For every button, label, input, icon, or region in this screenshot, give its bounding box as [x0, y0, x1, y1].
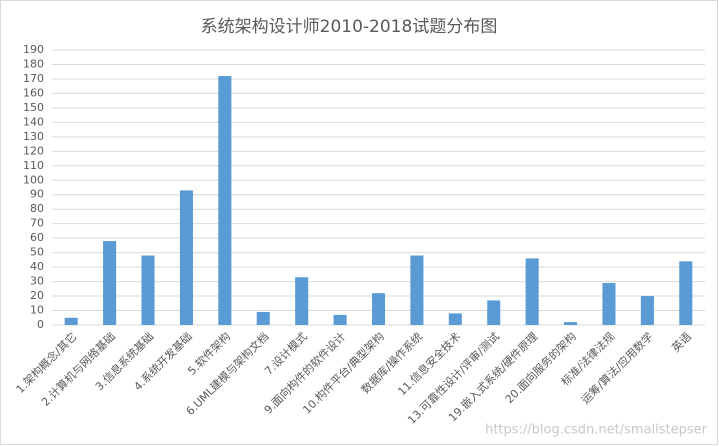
bar: [525, 258, 539, 325]
y-tick-label: 150: [23, 101, 44, 114]
y-tick-label: 10: [30, 304, 44, 317]
bar: [141, 255, 155, 325]
bar: [333, 314, 347, 325]
y-tick-label: 130: [23, 130, 44, 143]
y-tick-label: 20: [30, 289, 44, 302]
bar: [371, 293, 386, 325]
y-tick-label: 30: [30, 275, 44, 288]
y-tick-label: 120: [23, 144, 44, 157]
y-tick-label: 160: [23, 86, 44, 99]
y-tick-label: 80: [30, 202, 44, 215]
y-tick-label: 190: [23, 43, 44, 56]
y-tick-label: 180: [23, 57, 44, 70]
y-tick-label: 140: [23, 115, 44, 128]
bar: [679, 261, 693, 325]
y-tick-label: 40: [30, 260, 44, 273]
bar: [179, 190, 193, 325]
bar: [410, 255, 424, 325]
bar: [602, 283, 616, 325]
bar: [487, 300, 501, 325]
y-tick-label: 50: [30, 246, 44, 259]
y-tick-label: 170: [23, 72, 44, 85]
bar: [103, 241, 117, 325]
y-tick-label: 70: [30, 217, 44, 230]
bar: [64, 317, 78, 325]
y-tick-label: 90: [30, 188, 44, 201]
watermark: https://blog.csdn.net/smallstepser: [485, 423, 708, 438]
bar: [640, 296, 654, 325]
bar: [564, 322, 578, 325]
y-tick-label: 110: [23, 159, 44, 172]
chart-title: 系统架构设计师2010-2018试题分布图: [201, 17, 498, 37]
bar: [218, 76, 232, 325]
y-tick-label: 60: [30, 231, 44, 244]
bar: [256, 311, 270, 325]
y-tick-label: 0: [37, 318, 44, 331]
y-tick-label: 100: [23, 173, 44, 186]
bar: [295, 277, 309, 325]
bar: [448, 313, 462, 325]
